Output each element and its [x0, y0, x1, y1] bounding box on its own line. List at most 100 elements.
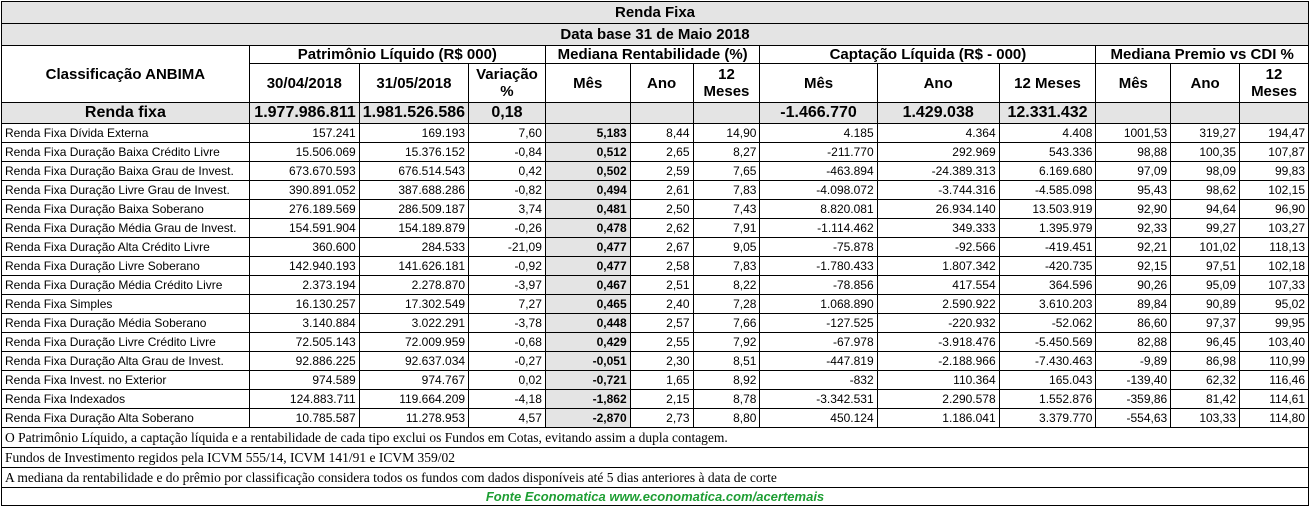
col-header-rent-12m: 12 Meses [692, 63, 761, 103]
rent-12m-cell: 7,83 [692, 256, 761, 276]
row-label: Renda Fixa Invest. no Exterior [1, 370, 250, 390]
pl-abr-cell: 124.883.711 [248, 389, 360, 409]
rent-ano-cell: 2,73 [629, 408, 694, 428]
capt-ano-cell: 26.934.140 [876, 199, 1000, 219]
row-label: Renda Fixa Duração Livre Soberano [1, 256, 250, 276]
pl-abr-cell: 3.140.884 [248, 313, 360, 333]
premio-mes-cell: 97,09 [1095, 161, 1172, 181]
col-header-premio-12m: 12 Meses [1239, 63, 1309, 103]
row-label: Renda Fixa Duração Livre Crédito Livre [1, 332, 250, 352]
col-header-variacao: Variação % [468, 63, 546, 103]
capt-12m-cell: -4.585.098 [998, 180, 1097, 200]
capt-mes-cell: -211.770 [759, 142, 878, 162]
rent-mes-cell: 0,465 [544, 294, 631, 314]
group-header-premio: Mediana Premio vs CDI % [1095, 45, 1309, 64]
row-label: Renda Fixa Duração Baixa Grau de Invest. [1, 161, 250, 181]
rent-12m-cell: 7,28 [692, 294, 761, 314]
summary-empty [1095, 102, 1172, 124]
pl-mai-cell: 119.664.209 [358, 389, 470, 409]
pl-mai-cell: 676.514.543 [358, 161, 470, 181]
premio-12m-cell: 118,13 [1239, 237, 1309, 257]
variacao-cell: -0,92 [468, 256, 546, 276]
pl-abr-cell: 142.940.193 [248, 256, 360, 276]
rent-ano-cell: 8,44 [629, 123, 694, 143]
group-header-captacao: Captação Líquida (R$ - 000) [759, 45, 1097, 64]
variacao-cell: 3,74 [468, 199, 546, 219]
col-header-capt-ano: Ano [876, 63, 1000, 103]
capt-mes-cell: -463.894 [759, 161, 878, 181]
premio-mes-cell: 1001,53 [1095, 123, 1172, 143]
rent-12m-cell: 9,05 [692, 237, 761, 257]
premio-mes-cell: -9,89 [1095, 351, 1172, 371]
capt-ano-cell: 1.807.342 [876, 256, 1000, 276]
capt-ano-cell: 110.364 [876, 370, 1000, 390]
pl-abr-cell: 92.886.225 [248, 351, 360, 371]
premio-mes-cell: 95,43 [1095, 180, 1172, 200]
premio-ano-cell: 97,51 [1170, 256, 1241, 276]
pl-abr-cell: 390.891.052 [248, 180, 360, 200]
col-header-premio-mes: Mês [1095, 63, 1172, 103]
table-row: Renda Fixa Invest. no Exterior 974.589 974… [1, 370, 1309, 390]
capt-ano-cell: 4.364 [876, 123, 1000, 143]
premio-12m-cell: 102,18 [1239, 256, 1309, 276]
rent-ano-cell: 2,58 [629, 256, 694, 276]
rent-ano-cell: 1,65 [629, 370, 694, 390]
capt-12m-cell: 3.379.770 [998, 408, 1097, 428]
rent-mes-cell: -2,870 [544, 408, 631, 428]
premio-12m-cell: 107,33 [1239, 275, 1309, 295]
premio-mes-cell: 92,21 [1095, 237, 1172, 257]
note-icvm: Fundos de Investimento regidos pela ICVM… [1, 447, 1309, 468]
rent-mes-cell: 0,477 [544, 237, 631, 257]
capt-12m-cell: -7.430.463 [998, 351, 1097, 371]
group-header-patrimonio: Patrimônio Líquido (R$ 000) [248, 45, 546, 64]
capt-12m-cell: 3.610.203 [998, 294, 1097, 314]
pl-mai-cell: 17.302.549 [358, 294, 470, 314]
summary-capt-mes: -1.466.770 [759, 102, 878, 124]
pl-abr-cell: 16.130.257 [248, 294, 360, 314]
rent-12m-cell: 7,65 [692, 161, 761, 181]
pl-abr-cell: 15.506.069 [248, 142, 360, 162]
rent-ano-cell: 2,57 [629, 313, 694, 333]
variacao-cell: 7,27 [468, 294, 546, 314]
table-row: Renda Fixa Duração Alta Soberano 10.785.5… [1, 408, 1309, 428]
summary-empty [629, 102, 694, 124]
summary-empty [1239, 102, 1309, 124]
premio-ano-cell: 62,32 [1170, 370, 1241, 390]
capt-ano-cell: 292.969 [876, 142, 1000, 162]
capt-ano-cell: -92.566 [876, 237, 1000, 257]
rent-ano-cell: 2,51 [629, 275, 694, 295]
premio-mes-cell: 86,60 [1095, 313, 1172, 333]
pl-abr-cell: 72.505.143 [248, 332, 360, 352]
table-row: Renda Fixa Duração Baixa Crédito Livre 15… [1, 142, 1309, 162]
row-label: Renda Fixa Duração Média Grau de Invest. [1, 218, 250, 238]
capt-ano-cell: -2.188.966 [876, 351, 1000, 371]
note-patrimonio: O Patrimônio Líquido, a captação líquida… [1, 427, 1309, 448]
variacao-cell: -0,27 [468, 351, 546, 371]
summary-empty [1170, 102, 1241, 124]
col-header-premio-ano: Ano [1170, 63, 1241, 103]
rent-mes-cell: 0,467 [544, 275, 631, 295]
summary-label: Renda fixa [1, 102, 250, 124]
row-label: Renda Fixa Duração Baixa Crédito Livre [1, 142, 250, 162]
row-label: Renda Fixa Duração Média Soberano [1, 313, 250, 333]
pl-mai-cell: 141.626.181 [358, 256, 470, 276]
premio-mes-cell: -554,63 [1095, 408, 1172, 428]
pl-mai-cell: 15.376.152 [358, 142, 470, 162]
premio-12m-cell: 95,02 [1239, 294, 1309, 314]
pl-mai-cell: 286.509.187 [358, 199, 470, 219]
pl-abr-cell: 157.241 [248, 123, 360, 143]
premio-ano-cell: 101,02 [1170, 237, 1241, 257]
pl-abr-cell: 154.591.904 [248, 218, 360, 238]
rent-mes-cell: 0,429 [544, 332, 631, 352]
table-row: Renda Fixa Duração Baixa Soberano 276.189… [1, 199, 1309, 219]
group-header-rentabilidade: Mediana Rentabilidade (%) [544, 45, 761, 64]
premio-mes-cell: -139,40 [1095, 370, 1172, 390]
summary-pl-abr: 1.977.986.811 [248, 102, 360, 124]
capt-ano-cell: 2.290.578 [876, 389, 1000, 409]
premio-12m-cell: 114,80 [1239, 408, 1309, 428]
table-row: Renda Fixa Indexados 124.883.711 119.664.2… [1, 389, 1309, 409]
col-header-rent-mes: Mês [544, 63, 631, 103]
capt-12m-cell: -420.735 [998, 256, 1097, 276]
premio-12m-cell: 103,27 [1239, 218, 1309, 238]
pl-mai-cell: 3.022.291 [358, 313, 470, 333]
